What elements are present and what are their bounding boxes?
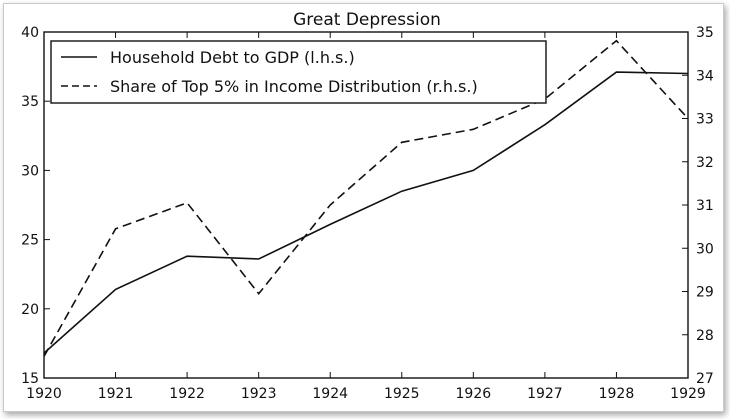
x-tick-label: 1920 — [26, 386, 62, 402]
right-tick-label: 33 — [696, 112, 714, 128]
left-tick-label: 40 — [21, 25, 39, 41]
left-tick-label: 20 — [21, 302, 39, 318]
legend-box — [50, 40, 547, 104]
legend-label-debt: Household Debt to GDP (l.h.s.) — [110, 48, 355, 67]
right-tick-label: 32 — [696, 155, 714, 171]
series-line-0 — [43, 71, 689, 354]
x-tick-label: 1928 — [599, 386, 635, 402]
right-tick-label: 30 — [696, 241, 714, 257]
x-tick-label: 1926 — [456, 386, 492, 402]
x-tick-label: 1927 — [527, 386, 563, 402]
left-tick-label: 30 — [21, 163, 39, 179]
right-tick-label: 31 — [696, 198, 714, 214]
series-line-1 — [43, 39, 689, 357]
legend-label-income: Share of Top 5% in Income Distribution (… — [110, 77, 478, 96]
x-tick-label: 1921 — [98, 386, 134, 402]
plot-lines — [43, 39, 689, 357]
ticks: 1920 1921 1922 1923 1924 1925 1926 1927 1928 1929… — [21, 25, 714, 402]
x-tick-label: 1923 — [241, 386, 277, 402]
right-tick-label: 34 — [696, 68, 714, 84]
x-tick-label: 1925 — [384, 386, 420, 402]
x-tick-label: 1922 — [169, 386, 205, 402]
legend: Household Debt to GDP (l.h.s.) Share of … — [50, 40, 547, 104]
right-tick-label: 27 — [696, 371, 714, 387]
x-tick-label: 1924 — [312, 386, 348, 402]
chart-title: Great Depression — [293, 10, 441, 30]
right-tick-label: 29 — [696, 285, 714, 301]
left-tick-label: 25 — [21, 233, 39, 249]
left-tick-label: 35 — [21, 94, 39, 110]
x-tick-label: 1929 — [670, 386, 706, 402]
right-tick-label: 28 — [696, 328, 714, 344]
left-tick-label: 15 — [21, 371, 39, 387]
right-tick-label: 35 — [696, 25, 714, 41]
